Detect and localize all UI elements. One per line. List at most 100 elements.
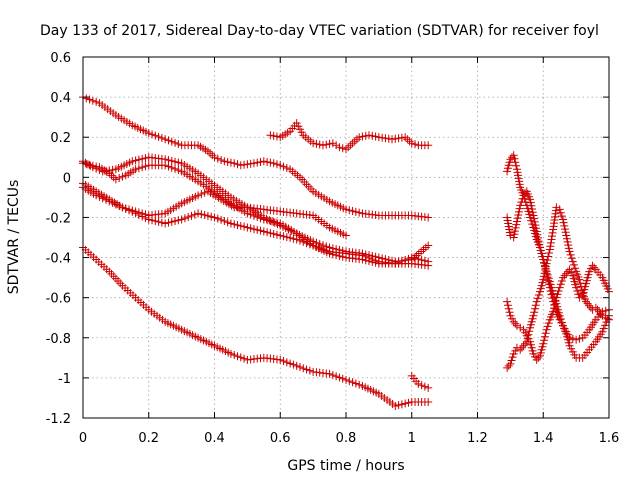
data-point: [414, 255, 423, 264]
data-point: [505, 308, 514, 317]
data-point: [338, 144, 347, 153]
data-point: [555, 205, 564, 214]
data-point: [530, 308, 539, 317]
data-point: [534, 353, 543, 362]
data-point: [518, 194, 527, 203]
x-tick-label: 0: [79, 431, 87, 446]
data-point: [588, 261, 597, 270]
data-point: [322, 246, 331, 255]
data-point: [407, 253, 416, 262]
data-point: [295, 236, 304, 245]
data-point: [141, 162, 150, 171]
data-point: [545, 245, 554, 254]
data-point: [138, 209, 147, 218]
data-point: [516, 345, 525, 354]
x-axis-label: GPS time / hours: [287, 458, 404, 474]
data-point: [161, 155, 170, 164]
data-point: [125, 205, 134, 214]
data-point: [519, 341, 528, 350]
data-point: [266, 131, 275, 140]
data-point: [552, 293, 561, 302]
y-tick-label: -0.8: [46, 332, 71, 347]
data-point: [549, 304, 558, 313]
data-point: [302, 365, 311, 374]
data-point: [577, 286, 586, 295]
data-point: [394, 258, 403, 267]
data-point: [546, 238, 555, 247]
data-point: [528, 208, 537, 217]
data-point: [279, 232, 288, 241]
data-point: [272, 160, 281, 169]
data-point: [276, 231, 285, 240]
data-point: [424, 257, 433, 266]
data-point: [322, 140, 331, 149]
data-point: [595, 307, 604, 316]
data-point: [544, 252, 553, 261]
data-point: [282, 163, 291, 172]
data-point: [601, 313, 610, 322]
data-point: [511, 223, 520, 232]
data-point: [164, 136, 173, 145]
data-point: [246, 159, 255, 168]
data-point: [509, 317, 518, 326]
data-point: [213, 154, 222, 163]
data-point: [157, 134, 166, 143]
data-point: [394, 134, 403, 143]
data-point: [533, 233, 542, 242]
data-point: [397, 400, 406, 409]
data-point: [558, 273, 567, 282]
data-point: [102, 195, 111, 204]
data-point: [545, 280, 554, 289]
data-point: [575, 275, 584, 284]
data-point: [407, 139, 416, 148]
data-point: [342, 231, 350, 240]
data-point: [355, 380, 364, 389]
data-point: [338, 374, 347, 383]
data-point: [516, 201, 525, 210]
data-point: [220, 217, 229, 226]
data-point: [381, 134, 390, 143]
data-point: [531, 304, 540, 313]
data-point: [506, 231, 515, 240]
data-point: [98, 194, 107, 203]
data-point: [118, 172, 127, 181]
data-point: [226, 158, 235, 167]
data-point: [557, 276, 566, 285]
data-point: [105, 166, 114, 175]
data-point: [174, 158, 183, 167]
data-point: [601, 321, 610, 330]
data-point: [138, 163, 147, 172]
data-point: [131, 207, 140, 216]
data-point: [177, 215, 186, 224]
data-point: [526, 195, 535, 204]
data-point: [504, 304, 513, 313]
data-point: [529, 211, 538, 220]
data-point: [246, 224, 255, 233]
data-point: [603, 314, 612, 323]
data-point: [240, 222, 249, 231]
data-point: [167, 137, 176, 146]
data-points: [79, 93, 613, 410]
data-point: [312, 139, 321, 148]
x-tick-label: 1: [408, 431, 416, 446]
data-point: [161, 135, 170, 144]
data-point: [134, 164, 143, 173]
data-point: [571, 264, 580, 273]
data-point: [541, 262, 550, 271]
data-point: [213, 214, 222, 223]
data-point: [394, 401, 403, 410]
data-point: [523, 334, 532, 343]
data-point: [111, 200, 120, 209]
data-point: [542, 259, 551, 268]
data-point: [151, 131, 160, 140]
data-point: [141, 210, 150, 219]
data-point: [167, 217, 176, 226]
data-point: [253, 158, 262, 167]
data-point: [167, 156, 176, 165]
data-point: [530, 214, 539, 223]
data-point: [253, 225, 262, 234]
data-point: [230, 351, 239, 360]
data-point: [88, 163, 97, 172]
data-point: [414, 379, 423, 388]
